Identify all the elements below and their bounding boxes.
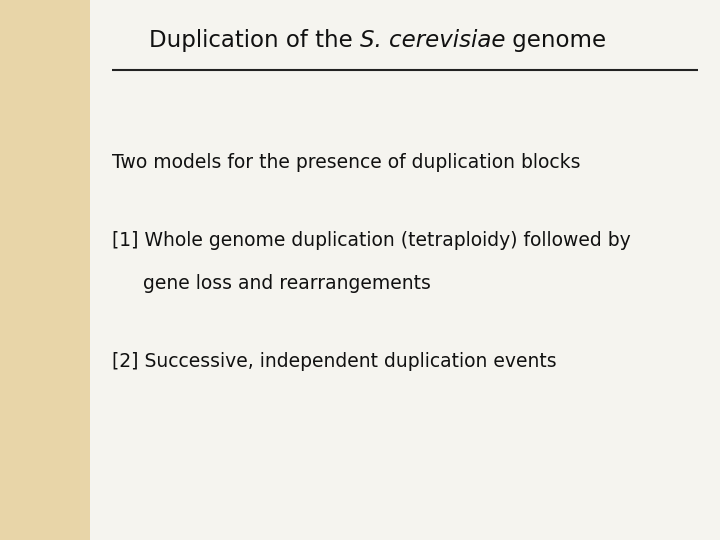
Text: genome: genome [505, 29, 607, 52]
Text: Two models for the presence of duplication blocks: Two models for the presence of duplicati… [112, 152, 580, 172]
Text: gene loss and rearrangements: gene loss and rearrangements [143, 274, 431, 293]
Text: [2] Successive, independent duplication events: [2] Successive, independent duplication … [112, 352, 557, 372]
Text: S. cerevisiae: S. cerevisiae [360, 29, 505, 52]
Text: [1] Whole genome duplication (tetraploidy) followed by: [1] Whole genome duplication (tetraploid… [112, 231, 630, 250]
Text: Duplication of the: Duplication of the [149, 29, 360, 52]
